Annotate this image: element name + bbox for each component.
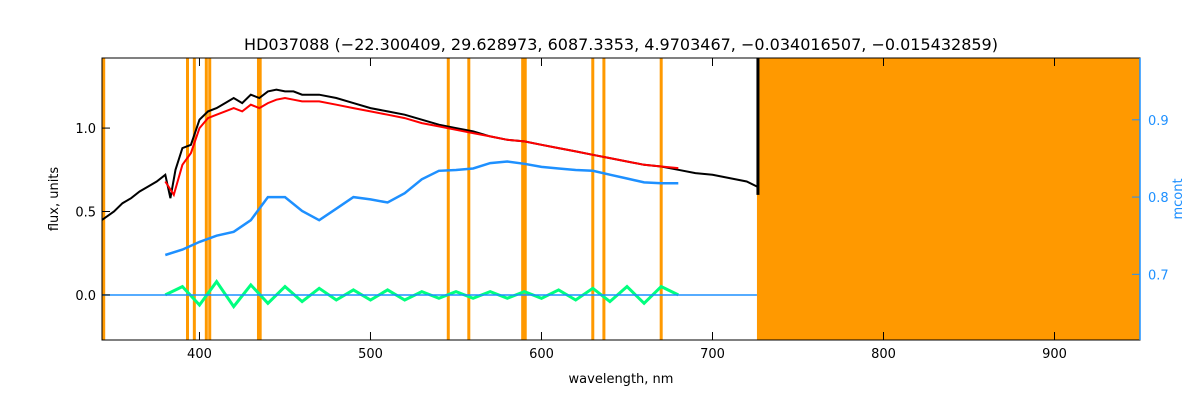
masked-lines (102, 58, 663, 340)
series-observed (101, 88, 758, 221)
x-tick-label-2: 600 (529, 347, 554, 362)
y-axis-left: 0.0 0.5 1.0 (75, 122, 110, 304)
masked-region (756, 58, 1140, 340)
y-axis-right: 0.7 0.8 0.9 (1132, 58, 1169, 340)
y-axis-label: flux, units (47, 167, 62, 232)
y-right-tick-label-0: 0.7 (1148, 268, 1169, 283)
x-tick-label-0: 400 (187, 347, 212, 362)
y-right-tick-label-2: 0.9 (1148, 114, 1169, 129)
series-continuum (164, 160, 679, 257)
series-model (164, 96, 679, 198)
x-axis-label: wavelength, nm (569, 372, 674, 387)
y-tick-label-0: 0.0 (75, 289, 96, 304)
series-residuals (164, 279, 679, 310)
x-tick-label-4: 800 (871, 347, 896, 362)
y-tick-label-1: 0.5 (75, 206, 96, 221)
series-layer (101, 58, 760, 310)
y-axis-right-label: mcont (1171, 178, 1186, 219)
y-right-tick-label-1: 0.8 (1148, 191, 1169, 206)
x-tick-label-5: 900 (1042, 347, 1067, 362)
x-tick-label-1: 500 (358, 347, 383, 362)
chart-title: HD037088 (−22.300409, 29.628973, 6087.33… (244, 35, 998, 54)
x-axis: 400 500 600 700 800 900 (187, 58, 1067, 362)
y-tick-label-2: 1.0 (75, 122, 96, 137)
x-tick-label-3: 700 (700, 347, 725, 362)
